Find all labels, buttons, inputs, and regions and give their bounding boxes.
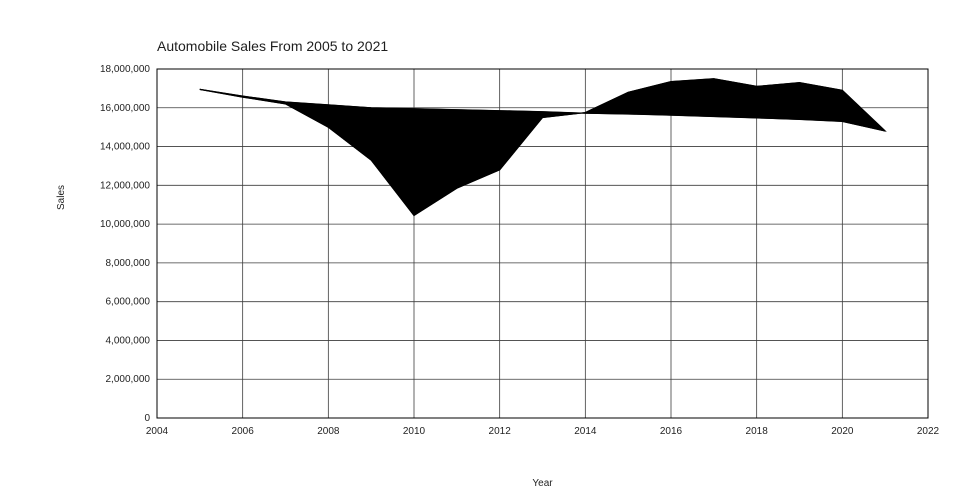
x-tick-label: 2016 xyxy=(660,426,683,437)
x-tick-label: 2008 xyxy=(317,426,340,437)
y-tick-label: 8,000,000 xyxy=(106,258,151,269)
y-tick-label: 12,000,000 xyxy=(100,180,150,191)
x-tick-label: 2014 xyxy=(574,426,597,437)
x-tick-label: 2022 xyxy=(917,426,940,437)
y-tick-label: 16,000,000 xyxy=(100,103,150,114)
plot-border xyxy=(156,68,929,419)
y-tick-label: 6,000,000 xyxy=(106,297,151,308)
y-tick-label: 4,000,000 xyxy=(106,335,151,346)
x-tick-label: 2020 xyxy=(831,426,854,437)
series-line-trend xyxy=(199,88,886,132)
series-line-sales xyxy=(199,78,886,217)
y-tick-label: 18,000,000 xyxy=(100,64,150,75)
y-tick-label: 2,000,000 xyxy=(106,374,151,385)
x-tick-label: 2006 xyxy=(232,426,255,437)
x-axis-label: Year xyxy=(532,478,553,489)
y-tick-label: 14,000,000 xyxy=(100,142,150,153)
x-tick-label: 2018 xyxy=(746,426,769,437)
sales-band-area xyxy=(199,78,887,217)
x-tick-label: 2010 xyxy=(403,426,426,437)
x-tick-label: 2012 xyxy=(489,426,512,437)
x-tick-label: 2004 xyxy=(146,426,169,437)
y-tick-label: 0 xyxy=(144,413,150,424)
chart-title: Automobile Sales From 2005 to 2021 xyxy=(157,38,389,54)
y-tick-label: 10,000,000 xyxy=(100,219,150,230)
y-axis-label: Sales xyxy=(56,184,67,210)
